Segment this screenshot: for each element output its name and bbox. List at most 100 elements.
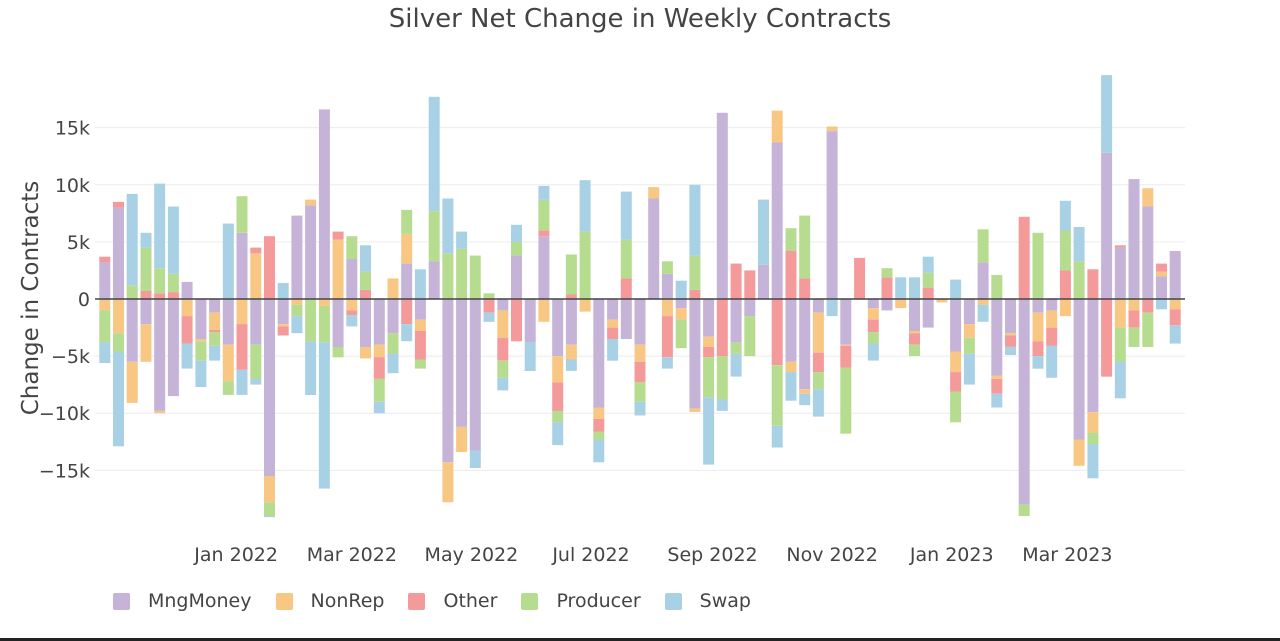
bar-producer: [867, 332, 879, 344]
bar-mngmoney: [812, 299, 824, 313]
bar-nonrep: [181, 299, 193, 317]
bar-mngmoney: [620, 299, 632, 339]
bar-mngmoney: [305, 205, 317, 299]
bar-swap: [387, 353, 399, 374]
bar-other: [744, 270, 756, 299]
bar-mngmoney: [1169, 251, 1181, 299]
bar-mngmoney: [209, 299, 221, 313]
bar-nonrep: [977, 299, 989, 305]
bar-swap: [607, 339, 619, 361]
bar-producer: [593, 431, 605, 440]
x-tick-label: Sep 2022: [667, 544, 757, 566]
bar-other: [881, 277, 893, 299]
bar-mngmoney: [703, 299, 715, 337]
bar-mngmoney: [881, 299, 893, 311]
bar-nonrep: [318, 299, 330, 306]
bar-mngmoney: [922, 299, 934, 328]
y-axis: 15k 10k 5k 0 −5k −10k −15k: [39, 118, 90, 483]
bar-other: [607, 327, 619, 339]
bar-swap: [181, 343, 193, 369]
bar-producer: [1018, 504, 1030, 516]
bar-mngmoney: [428, 261, 440, 299]
bar-mngmoney: [826, 131, 838, 299]
bar-producer: [744, 316, 756, 357]
bar-mngmoney: [332, 299, 344, 347]
bar-nonrep: [250, 253, 262, 299]
y-tick-label: 15k: [55, 118, 90, 140]
bar-other: [799, 278, 811, 299]
bar-producer: [222, 381, 234, 395]
legend-swatch: [408, 592, 426, 610]
bar-other: [414, 331, 426, 360]
bar-swap: [126, 193, 138, 286]
bar-swap: [456, 231, 468, 249]
bar-swap: [305, 341, 317, 395]
bar-producer: [140, 247, 152, 291]
bar-nonrep: [1142, 188, 1154, 207]
bar-nonrep: [867, 308, 879, 320]
bar-other: [1087, 269, 1099, 299]
bar-producer: [332, 347, 344, 358]
bar-mngmoney: [99, 262, 111, 299]
x-axis: Jan 2022 Mar 2022 May 2022 Jul 2022 Sep 2022…: [193, 544, 1112, 566]
bar-other: [593, 418, 605, 432]
bar-other: [620, 278, 632, 299]
bar-swap: [977, 304, 989, 322]
bar-swap: [812, 389, 824, 417]
x-tick-label: Jan 2023: [909, 544, 994, 566]
bar-producer: [881, 268, 893, 278]
y-tick-label: −15k: [39, 460, 90, 482]
bar-producer: [497, 360, 509, 378]
bar-mngmoney: [758, 264, 769, 299]
bar-producer: [305, 299, 317, 342]
bar-nonrep: [236, 299, 248, 325]
bar-other: [346, 310, 358, 315]
bar-other: [1169, 309, 1181, 326]
bar-producer: [209, 332, 221, 346]
bar-other: [661, 316, 673, 358]
bar-mngmoney: [414, 299, 426, 320]
legend-item-swap[interactable]: Swap: [664, 590, 751, 612]
bar-swap: [524, 342, 536, 371]
y-tick-label: 5k: [67, 232, 90, 254]
bar-nonrep: [950, 351, 962, 373]
bar-nonrep: [264, 476, 275, 503]
bar-other: [730, 263, 742, 299]
legend-swatch: [521, 592, 539, 610]
bar-other: [1005, 335, 1016, 347]
bar-producer: [634, 382, 646, 402]
bar-swap: [250, 378, 262, 385]
bar-mngmoney: [716, 112, 728, 299]
bar-mngmoney: [113, 207, 124, 299]
bar-producer: [250, 344, 262, 379]
y-axis-label: Change in Contracts: [18, 181, 44, 416]
bar-mngmoney: [909, 299, 920, 331]
y-tick-label: 0: [78, 289, 90, 311]
bar-producer: [1032, 232, 1044, 299]
bar-mngmoney: [538, 236, 550, 299]
bar-swap: [167, 206, 179, 274]
legend-item-other[interactable]: Other: [408, 590, 497, 612]
bar-nonrep: [456, 426, 468, 452]
legend-item-nonrep[interactable]: NonRep: [275, 590, 384, 612]
bar-other: [264, 236, 275, 299]
bar-swap: [909, 277, 920, 299]
bar-nonrep: [895, 299, 907, 309]
bottom-border: [0, 638, 1280, 641]
legend-item-producer[interactable]: Producer: [521, 590, 641, 612]
bar-producer: [909, 344, 920, 357]
bar-swap: [1169, 325, 1181, 344]
bar-producer: [195, 341, 207, 361]
bar-mngmoney: [250, 299, 262, 345]
bar-nonrep: [1046, 310, 1058, 328]
bar-swap: [593, 439, 605, 463]
bar-nonrep: [771, 110, 783, 143]
legend-label: MngMoney: [148, 590, 252, 612]
legend-item-mngmoney[interactable]: MngMoney: [113, 590, 252, 612]
bar-nonrep: [113, 299, 124, 334]
bar-nonrep: [991, 375, 1003, 379]
bar-mngmoney: [195, 299, 207, 339]
bar-swap: [1073, 227, 1085, 262]
bar-swap: [428, 96, 440, 211]
